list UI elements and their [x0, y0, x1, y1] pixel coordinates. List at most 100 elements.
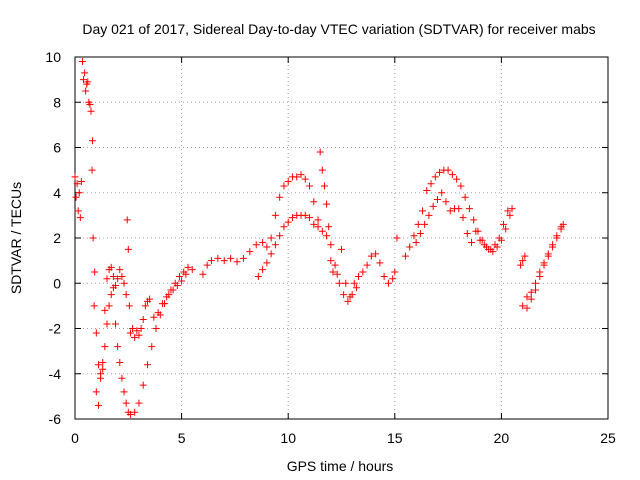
- data-point-lower: [540, 261, 548, 269]
- data-point-upper: [118, 272, 126, 280]
- data-point-upper: [129, 325, 137, 332]
- data-point-upper: [406, 243, 414, 251]
- data-point-upper: [293, 173, 301, 181]
- data-point-lower: [306, 214, 314, 222]
- data-point-upper: [271, 211, 279, 219]
- data-point-upper: [184, 263, 192, 271]
- data-point-upper: [92, 388, 100, 396]
- data-point-upper: [99, 358, 107, 366]
- data-point-upper: [389, 275, 397, 283]
- data-points: [71, 58, 567, 418]
- data-point-lower: [323, 232, 331, 240]
- x-tick-label: 25: [600, 430, 616, 446]
- data-point-lower: [318, 227, 326, 235]
- data-point-upper: [391, 268, 399, 276]
- data-point-upper: [280, 182, 288, 190]
- data-point-upper: [141, 302, 149, 310]
- x-tick-label: 15: [387, 430, 403, 446]
- data-point-upper: [338, 245, 345, 253]
- data-point-upper: [233, 258, 241, 266]
- data-point-upper: [500, 220, 508, 228]
- data-point-lower: [352, 284, 360, 292]
- data-point-upper: [150, 313, 158, 321]
- data-point-upper: [77, 177, 85, 185]
- data-point-upper: [527, 288, 535, 296]
- data-point-upper: [124, 245, 132, 253]
- data-point-upper: [239, 254, 247, 262]
- data-point-lower: [165, 291, 173, 299]
- data-point-lower: [114, 343, 122, 351]
- data-point-lower: [429, 202, 437, 210]
- data-point-lower: [135, 399, 143, 407]
- data-point-upper: [88, 166, 96, 174]
- data-point-upper: [310, 198, 318, 206]
- x-tick-label: 5: [178, 430, 186, 446]
- data-point-lower: [120, 388, 128, 396]
- data-point-lower: [254, 272, 262, 280]
- data-point-lower: [433, 196, 441, 204]
- data-point-upper: [350, 279, 358, 287]
- data-point-upper: [78, 58, 86, 66]
- data-point-upper: [372, 250, 380, 258]
- data-point-upper: [532, 279, 540, 287]
- data-point-lower: [335, 279, 343, 287]
- data-point-lower: [519, 302, 527, 310]
- data-point-lower: [544, 252, 552, 260]
- data-point-lower: [152, 325, 160, 332]
- data-point-lower: [107, 291, 115, 299]
- data-point-lower: [412, 239, 420, 247]
- data-point-lower: [86, 101, 94, 109]
- data-point-lower: [74, 207, 82, 215]
- data-point-upper: [325, 223, 333, 231]
- data-point-lower: [280, 223, 288, 231]
- data-point-upper: [301, 175, 309, 183]
- data-point-upper: [175, 272, 183, 280]
- data-point-lower: [340, 291, 348, 299]
- data-point-upper: [199, 270, 207, 278]
- data-point-lower: [169, 286, 177, 294]
- data-point-upper: [453, 175, 461, 183]
- data-point-lower: [421, 220, 429, 228]
- data-point-lower: [156, 311, 164, 319]
- data-point-upper: [116, 266, 124, 274]
- data-point-lower: [493, 243, 501, 251]
- y-tick-label: 8: [53, 94, 61, 110]
- data-point-lower: [301, 211, 309, 219]
- data-point-lower: [348, 291, 356, 299]
- data-point-upper: [107, 263, 115, 271]
- x-axis-label: GPS time / hours: [287, 458, 394, 474]
- data-point-lower: [553, 232, 561, 240]
- data-point-lower: [173, 282, 181, 290]
- data-point-upper: [73, 180, 81, 188]
- data-point-lower: [288, 214, 296, 222]
- chart-title: Day 021 of 2017, Sidereal Day-to-day VTE…: [82, 21, 595, 37]
- data-point-upper: [207, 257, 215, 265]
- data-point-upper: [329, 268, 337, 276]
- data-point-upper: [81, 69, 89, 77]
- data-point-upper: [87, 107, 95, 115]
- data-point-upper: [125, 302, 133, 310]
- data-point-upper: [436, 168, 444, 176]
- data-point-upper: [284, 177, 292, 185]
- data-point-upper: [508, 205, 516, 213]
- data-point-lower: [101, 343, 109, 351]
- data-point-upper: [89, 234, 97, 242]
- data-point-lower: [271, 241, 279, 249]
- data-point-lower: [94, 361, 102, 369]
- data-point-lower: [472, 227, 480, 235]
- data-point-upper: [461, 193, 469, 201]
- data-point-lower: [72, 193, 80, 201]
- data-point-upper: [431, 173, 439, 181]
- data-point-upper: [355, 272, 363, 280]
- data-point-upper: [519, 257, 527, 265]
- data-point-lower: [327, 241, 335, 249]
- data-point-upper: [133, 327, 141, 335]
- data-point-lower: [476, 236, 484, 244]
- data-point-upper: [423, 186, 431, 194]
- data-point-upper: [123, 216, 131, 224]
- data-point-lower: [425, 211, 433, 219]
- data-point-upper: [114, 275, 122, 283]
- data-point-upper: [263, 243, 271, 251]
- y-tick-label: 2: [53, 230, 61, 246]
